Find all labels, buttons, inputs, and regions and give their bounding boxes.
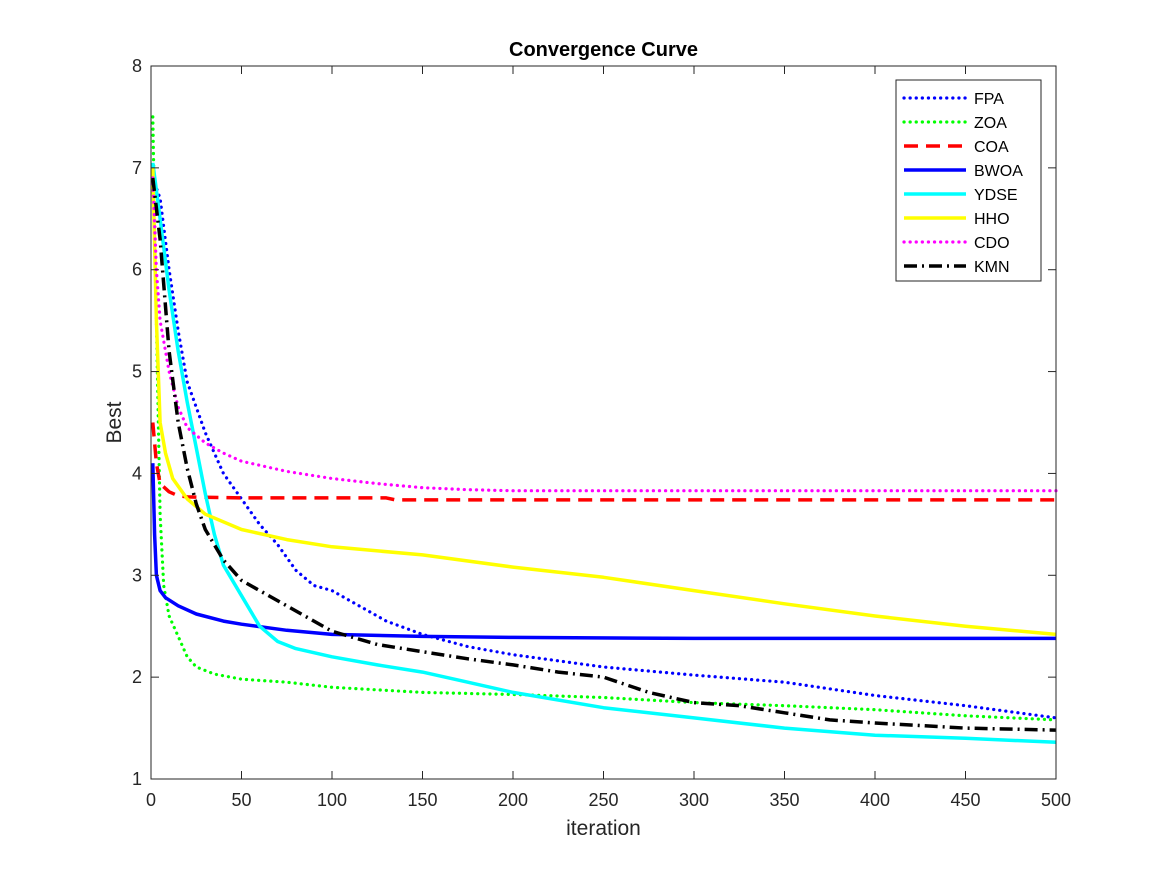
legend-label-fpa: FPA <box>974 91 1004 108</box>
y-tick-label: 5 <box>132 362 142 382</box>
legend-label-kmn: KMN <box>974 259 1010 276</box>
y-tick-label: 7 <box>132 158 142 178</box>
legend-label-cdo: CDO <box>974 235 1010 252</box>
x-tick-label: 350 <box>769 790 799 810</box>
x-tick-label: 300 <box>679 790 709 810</box>
x-tick-label: 150 <box>407 790 437 810</box>
x-tick-label: 250 <box>588 790 618 810</box>
y-tick-label: 3 <box>132 565 142 585</box>
x-tick-label: 450 <box>950 790 980 810</box>
x-tick-label: 400 <box>860 790 890 810</box>
y-tick-label: 2 <box>132 667 142 687</box>
series-line-bwoa <box>151 463 1056 641</box>
x-tick-label: 500 <box>1041 790 1071 810</box>
series-line-kmn <box>151 177 1057 732</box>
legend-label-hho: HHO <box>974 211 1010 228</box>
y-axis-label: Best <box>103 401 126 443</box>
x-axis-label: iteration <box>566 817 641 840</box>
series-line-zoa <box>151 115 1058 722</box>
chart-title: Convergence Curve <box>509 39 698 61</box>
x-tick-label: 0 <box>146 790 156 810</box>
legend-label-coa: COA <box>974 139 1009 156</box>
y-tick-label: 6 <box>132 260 142 280</box>
x-tick-label: 200 <box>498 790 528 810</box>
y-tick-label: 4 <box>132 463 142 483</box>
series-line-cdo <box>151 176 1058 493</box>
legend: FPA ZOA COA BWOA YDSE HHO CDO KMN <box>895 79 1042 282</box>
series-line-ydse <box>151 162 1057 745</box>
series-layer <box>151 115 1058 745</box>
y-tick-label: 8 <box>132 56 142 76</box>
x-tick-label: 100 <box>317 790 347 810</box>
x-tick-label: 50 <box>231 790 251 810</box>
series-line-hho <box>151 167 1057 637</box>
series-line-fpa <box>151 176 1058 720</box>
legend-label-bwoa: BWOA <box>974 163 1023 180</box>
legend-label-ydse: YDSE <box>974 187 1018 204</box>
legend-label-zoa: ZOA <box>974 115 1007 132</box>
tick-layer: 0 50 100 150 200 250 300 350 400 450 500 1 2 3 4 5 6 7 8 <box>132 56 1071 810</box>
legend-box <box>895 79 1042 282</box>
y-tick-label: 1 <box>132 769 142 789</box>
